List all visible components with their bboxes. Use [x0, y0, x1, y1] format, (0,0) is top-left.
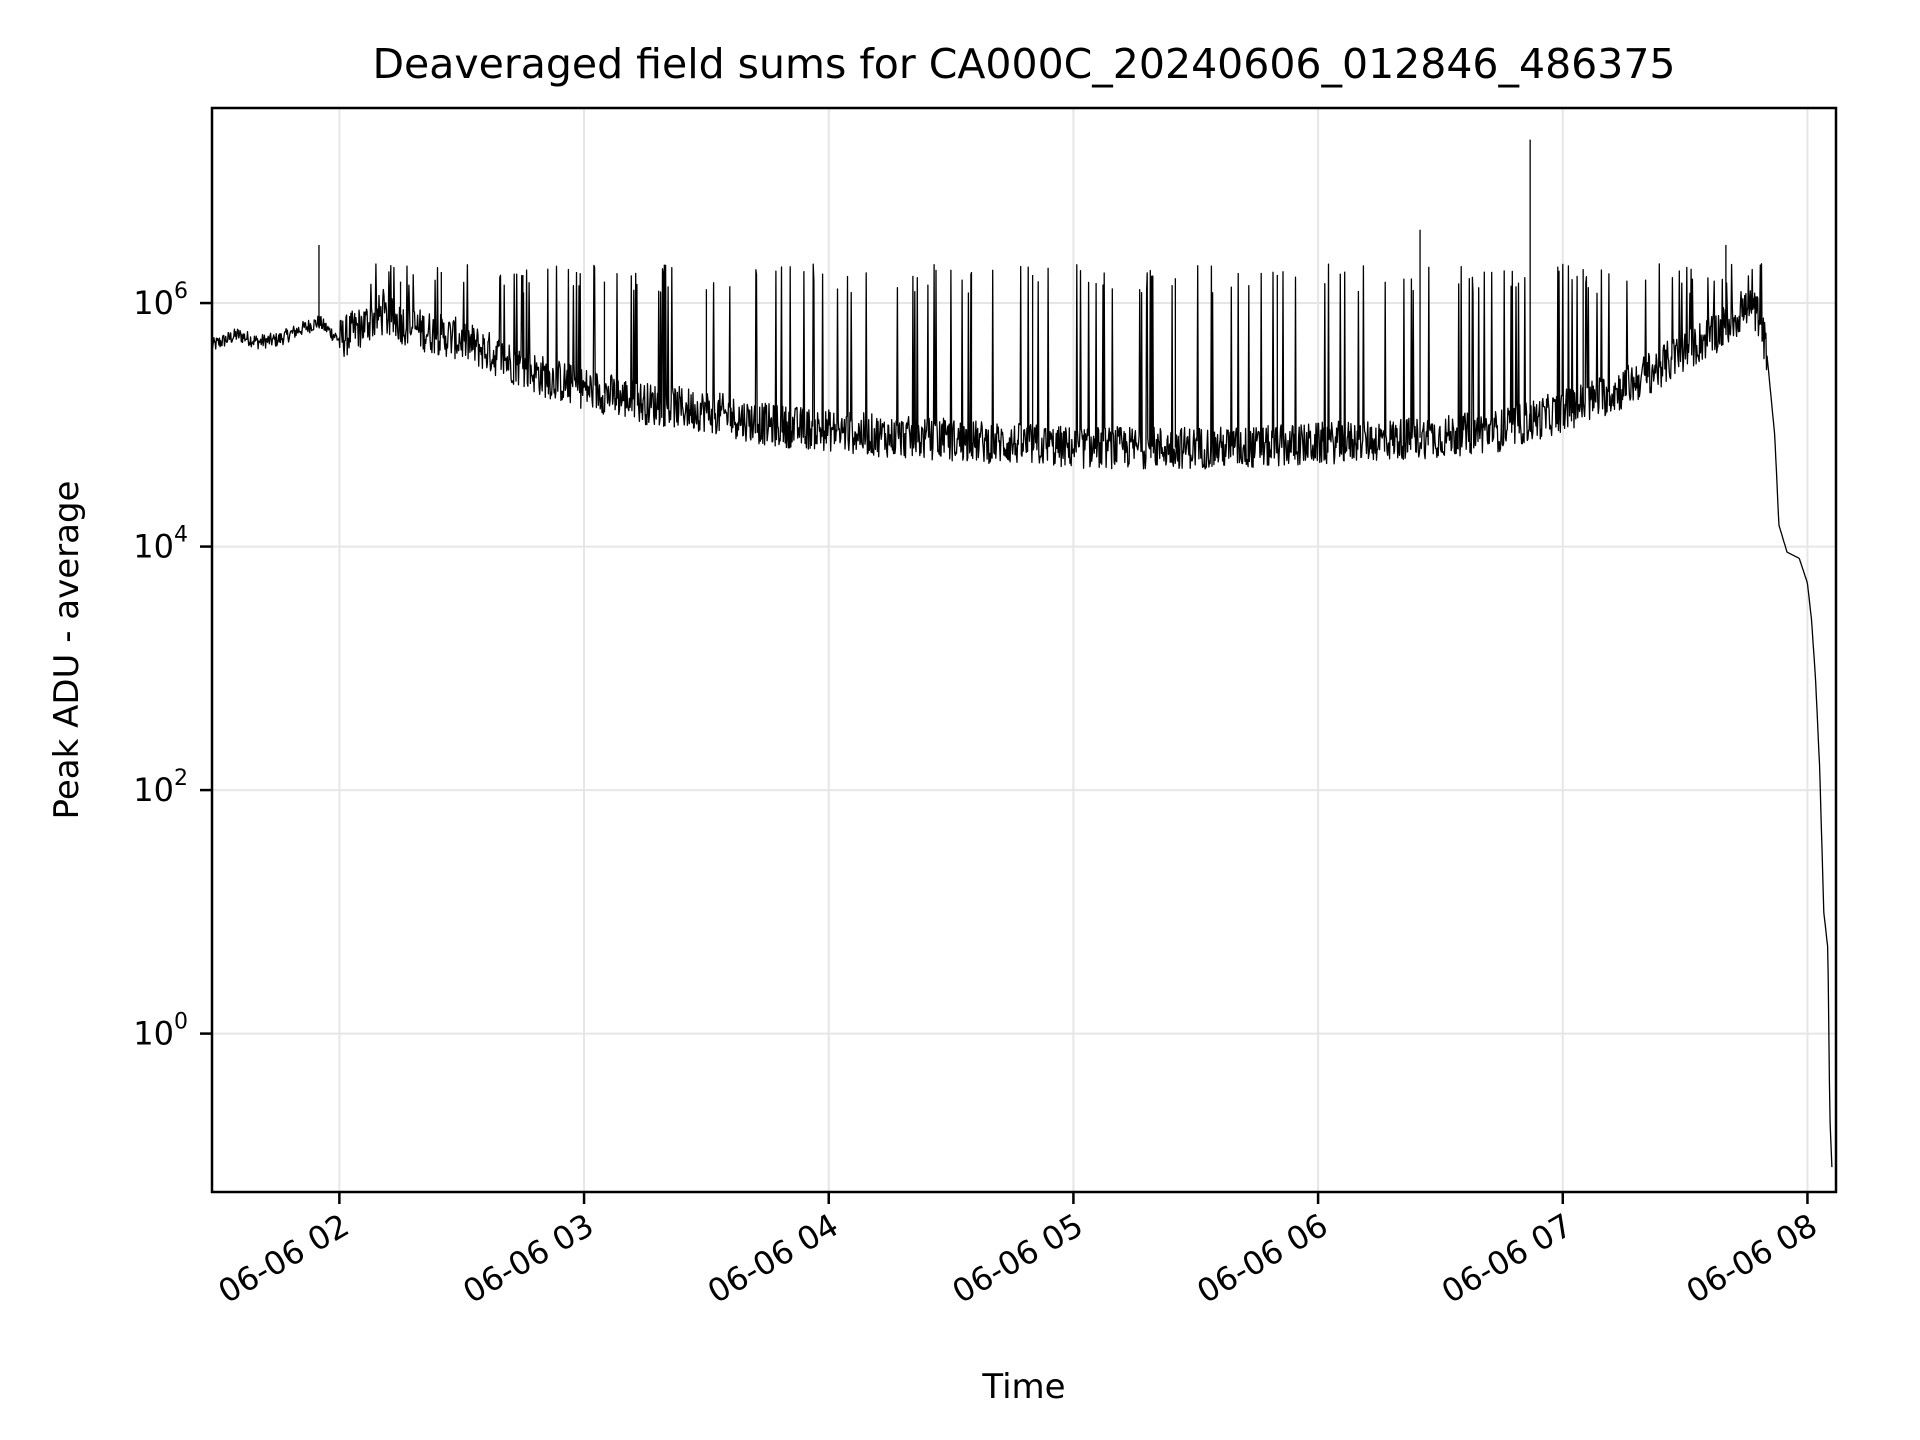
x-tick-label: 06-06 05	[946, 1206, 1090, 1311]
x-tick-label: 06-06 04	[701, 1206, 845, 1311]
y-tick-label: 100	[133, 1010, 188, 1053]
y-axis-label: Peak ADU - average	[47, 481, 87, 820]
x-tick-label: 06-06 07	[1435, 1206, 1579, 1311]
series-line	[211, 263, 1833, 1168]
y-tick-label: 104	[133, 523, 188, 566]
x-tick-label: 06-06 06	[1190, 1206, 1334, 1311]
x-axis: 06-06 02 06-06 03 06-06 04 06-06 05 06-06 06…	[212, 1192, 1824, 1311]
y-tick-label: 102	[133, 766, 188, 809]
y-axis: 100 102 104 106	[133, 279, 212, 1053]
plot-frame	[210, 106, 1838, 1194]
x-axis-label: Time	[981, 1367, 1065, 1407]
grid-layer	[212, 108, 1836, 1192]
x-tick-label: 06-06 02	[212, 1206, 356, 1311]
x-tick-label: 06-06 08	[1680, 1206, 1824, 1311]
x-tick-label: 06-06 03	[456, 1206, 600, 1311]
y-tick-label: 106	[133, 279, 188, 322]
spike-layer	[318, 139, 1727, 448]
chart-title: Deaveraged field sums for CA000C_2024060…	[372, 40, 1675, 88]
